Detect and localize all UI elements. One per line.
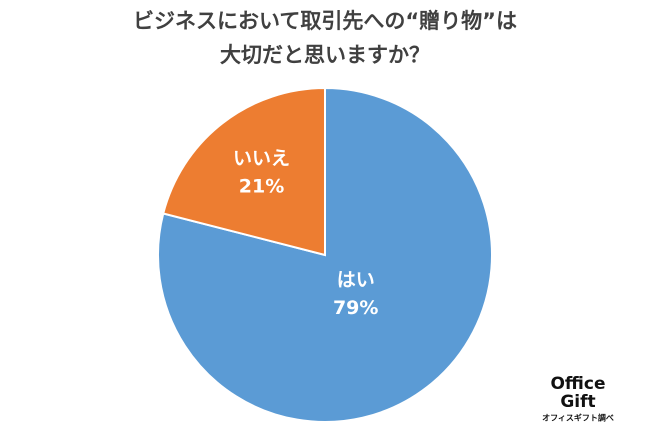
chart-title: ビジネスにおいて取引先への“贈り物”は	[133, 9, 517, 33]
logo: Gift	[560, 392, 595, 412]
value-label: 79%	[333, 297, 378, 319]
pie-slice	[157, 86, 493, 423]
chart-title: 大切だと思いますか？	[220, 43, 430, 67]
pie-slice	[162, 86, 326, 257]
value-label: 21%	[239, 176, 284, 198]
logo: Office	[550, 374, 605, 394]
slice-label: いいえ	[233, 148, 290, 170]
slice-label: はい	[337, 269, 375, 291]
source-note: オフィスギフト調べ	[542, 413, 614, 423]
